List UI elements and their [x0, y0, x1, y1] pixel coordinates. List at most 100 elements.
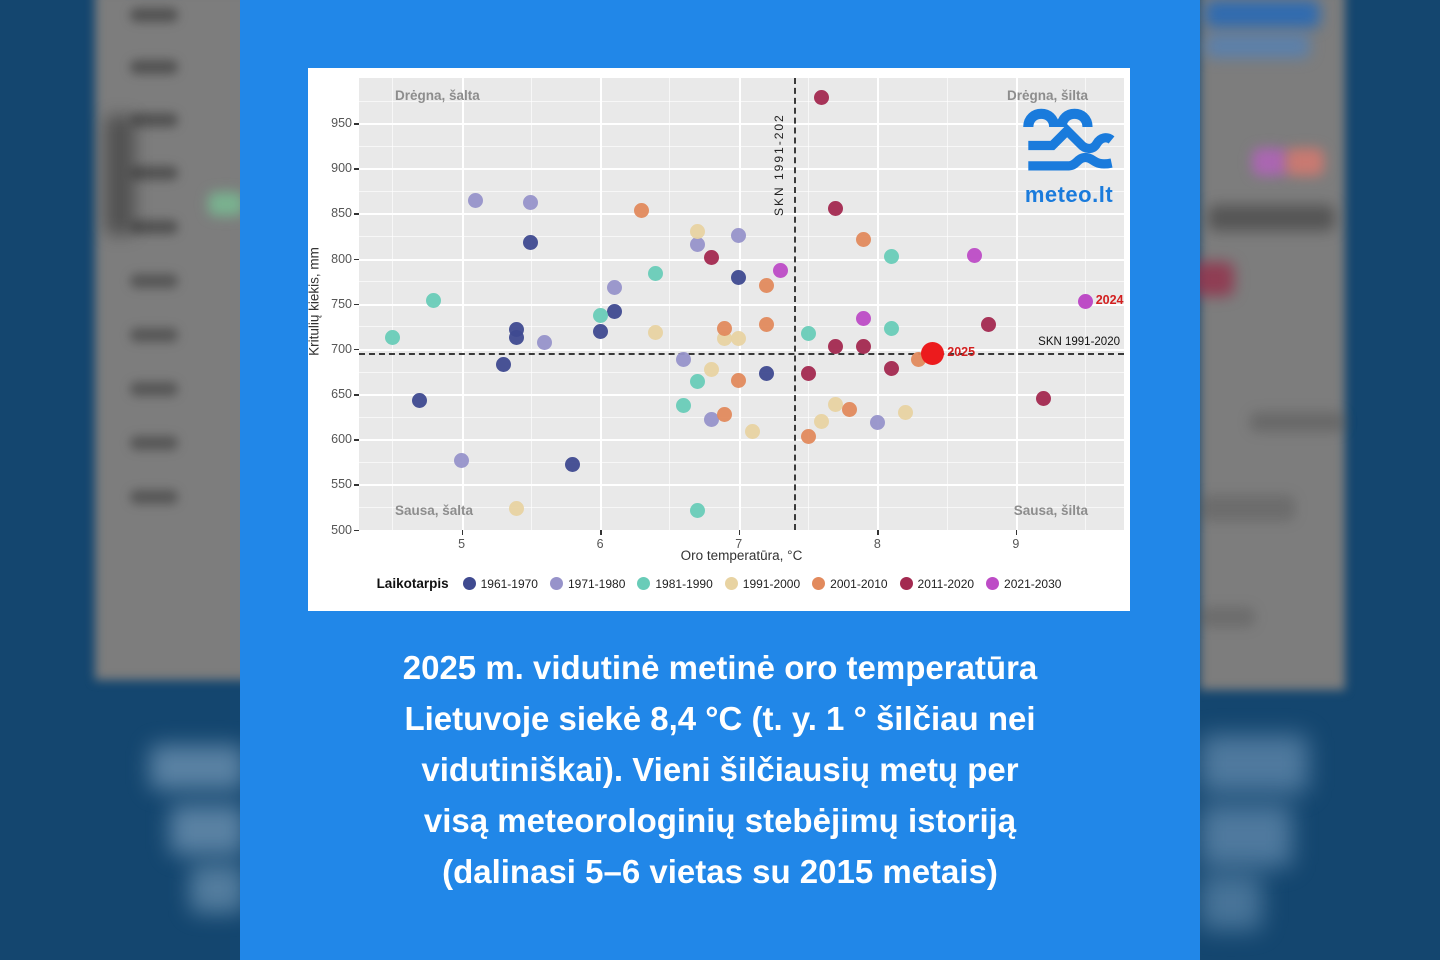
gridline-y-minor	[359, 326, 1124, 328]
quadrant-label-bottom-left: Sausa, šalta	[395, 503, 474, 518]
data-point-1991-2000	[814, 413, 830, 429]
highlight-label-2024: 2024	[1095, 293, 1124, 308]
data-point-1971-1980	[731, 227, 747, 243]
legend-item-2001-2010: 2001-2010	[812, 577, 888, 591]
legend-dot	[899, 577, 913, 590]
x-tick-mark	[461, 530, 464, 535]
gridline-y-minor	[359, 461, 1124, 463]
blurred-backdrop-right	[1200, 0, 1440, 960]
y-tick-label: 900	[331, 161, 352, 176]
y-tick-mark	[354, 484, 359, 486]
y-tick-label: 650	[331, 387, 352, 402]
gridline-y-major	[359, 484, 1124, 487]
skn-horizontal-label: SKN 1991-2020	[1038, 336, 1120, 349]
quadrant-label-top-left: Drėgna, šalta	[395, 88, 480, 103]
data-point-2011-2020	[883, 361, 899, 377]
legend-label: 2011-2020	[917, 576, 975, 591]
legend-title: Laikotarpis	[376, 576, 449, 591]
y-tick-label: 850	[331, 206, 352, 221]
y-tick-label: 600	[331, 432, 352, 447]
data-point-1971-1980	[606, 280, 622, 296]
gridline-y-minor	[359, 371, 1124, 373]
data-point-1961-1970	[412, 392, 428, 408]
legend-label: 1981-1990	[655, 576, 713, 591]
legend-dot	[724, 577, 738, 590]
gridline-x-minor	[946, 78, 948, 530]
data-point-1971-1980	[675, 352, 691, 368]
data-point-2025	[921, 341, 945, 365]
data-point-1991-2000	[703, 362, 719, 378]
data-point-2021-2030	[855, 310, 871, 326]
post-background: Kritulių kiekis, mm Drėgna, šalta Drėgna…	[240, 0, 1200, 960]
data-point-1981-1990	[883, 249, 899, 265]
x-tick-label: 9	[1012, 537, 1020, 551]
meteo-waves-icon	[1023, 108, 1115, 171]
y-tick-mark	[354, 168, 359, 170]
data-point-2011-2020	[800, 365, 816, 381]
gridline-x-minor	[392, 78, 394, 530]
data-point-1971-1980	[467, 193, 483, 209]
data-point-2001-2010	[758, 278, 774, 294]
x-axis-title: Oro temperatūra, °C	[680, 548, 803, 563]
data-point-2011-2020	[703, 250, 719, 266]
y-tick-mark	[354, 213, 359, 215]
data-point-1961-1970	[564, 457, 580, 473]
data-point-2001-2010	[731, 373, 747, 389]
data-point-2001-2010	[717, 407, 733, 423]
data-point-1981-1990	[426, 292, 442, 308]
data-point-2001-2010	[842, 401, 858, 417]
gridline-x-major	[738, 78, 741, 530]
y-tick-label: 750	[331, 296, 352, 311]
legend-dot	[986, 577, 1000, 590]
data-point-1971-1980	[869, 414, 885, 430]
skn-vertical-line	[794, 78, 797, 530]
legend-label: 2021-2030	[1004, 576, 1062, 591]
quadrant-label-top-right: Drėgna, šilta	[1006, 88, 1088, 103]
y-tick-mark	[354, 529, 359, 532]
data-point-2011-2020	[814, 90, 830, 106]
gridline-x-major	[461, 78, 464, 530]
data-point-2021-2030	[966, 247, 982, 263]
data-point-1981-1990	[800, 326, 816, 342]
gridline-y-major	[359, 258, 1124, 261]
y-tick-mark	[354, 303, 359, 306]
legend-item-2011-2020: 2011-2020	[899, 576, 975, 591]
gridline-x-minor	[808, 78, 810, 530]
y-tick-label: 700	[331, 341, 352, 356]
x-tick-label: 5	[458, 537, 466, 551]
data-point-1981-1990	[592, 308, 608, 323]
legend-item-1971-1980: 1971-1980	[549, 577, 625, 591]
data-point-1991-2000	[648, 325, 664, 341]
data-point-1961-1970	[606, 304, 622, 320]
gridline-y-major	[359, 348, 1124, 351]
data-point-1981-1990	[689, 503, 705, 519]
data-point-2001-2010	[800, 429, 816, 445]
legend-label: 1961-1970	[480, 576, 538, 591]
data-point-2001-2010	[634, 203, 650, 219]
y-tick-label: 950	[331, 116, 352, 131]
caption-text: 2025 m. vidutinė metinė oro temperatūra …	[402, 649, 1038, 890]
chart-legend: Laikotarpis 1961-1970 1971-1980 1981-1990 1…	[308, 576, 1130, 591]
data-point-1971-1980	[689, 236, 705, 252]
meteo-logo-text: meteo.lt	[1024, 182, 1114, 207]
data-point-2001-2010	[717, 320, 733, 336]
data-point-2001-2010	[758, 317, 774, 333]
data-point-2001-2010	[855, 232, 871, 248]
gridline-y-major	[359, 394, 1124, 397]
data-point-1981-1990	[648, 266, 664, 282]
data-point-1961-1970	[731, 270, 747, 286]
y-tick-mark	[354, 439, 359, 441]
y-tick-label: 800	[331, 251, 352, 266]
y-tick-mark	[354, 123, 359, 125]
data-point-1971-1980	[523, 195, 539, 211]
legend-dot	[462, 577, 476, 590]
legend-label: 1991-2000	[742, 576, 801, 591]
y-tick-mark	[354, 394, 359, 396]
data-point-1981-1990	[675, 398, 691, 414]
legend-item-2021-2030: 2021-2030	[986, 577, 1061, 591]
data-point-2011-2020	[980, 317, 996, 333]
gridline-y-minor	[359, 506, 1124, 508]
x-tick-mark	[738, 530, 741, 535]
data-point-1961-1970	[592, 324, 608, 340]
